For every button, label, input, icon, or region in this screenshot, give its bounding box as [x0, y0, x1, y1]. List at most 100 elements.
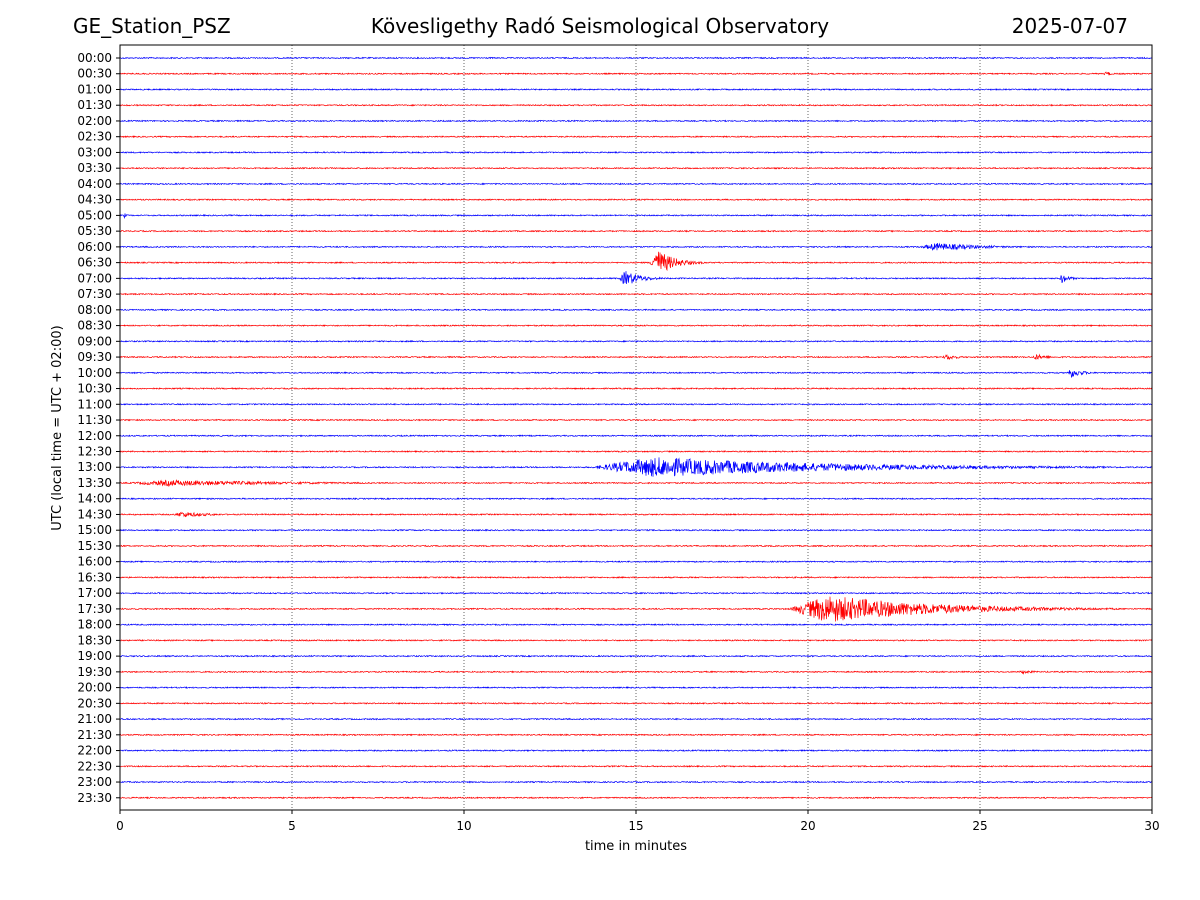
y-tick-label: 19:00 — [77, 649, 112, 663]
x-tick-label: 25 — [972, 819, 987, 833]
trace-0700 — [119, 271, 1153, 285]
y-tick-label: 05:00 — [77, 208, 112, 222]
trace-1800 — [119, 623, 1153, 627]
y-tick-label: 07:00 — [77, 271, 112, 285]
y-axis-label: UTC (local time = UTC + 02:00) — [50, 325, 65, 530]
y-tick-label: 07:30 — [77, 287, 112, 301]
trace-0100 — [119, 88, 1153, 91]
y-tick-label: 01:00 — [77, 82, 112, 96]
trace-0900 — [119, 339, 1153, 343]
y-tick-label: 09:00 — [77, 334, 112, 348]
y-tick-label: 17:30 — [77, 602, 112, 616]
trace-1100 — [119, 402, 1153, 406]
y-tick-label: 01:30 — [77, 98, 112, 112]
y-tick-label: 22:30 — [77, 759, 112, 773]
y-tick-label: 21:30 — [77, 728, 112, 742]
y-tick-label: 20:30 — [77, 696, 112, 710]
trace-1500 — [119, 528, 1153, 532]
y-tick-label: 08:00 — [77, 303, 112, 317]
y-tick-label: 23:00 — [77, 775, 112, 789]
traces — [119, 56, 1153, 800]
y-tick-label: 20:00 — [77, 681, 112, 695]
y-tick-label: 14:30 — [77, 507, 112, 521]
y-tick-label: 18:00 — [77, 618, 112, 632]
x-axis-label: time in minutes — [585, 839, 687, 854]
trace-1400 — [119, 497, 1153, 501]
trace-2030 — [119, 701, 1153, 705]
trace-0730 — [119, 292, 1153, 296]
trace-1600 — [119, 560, 1153, 564]
y-tick-label: 23:30 — [77, 791, 112, 805]
y-tick-label: 11:30 — [77, 413, 112, 427]
y-tick-label: 21:00 — [77, 712, 112, 726]
chart-title: Kövesligethy Radó Seismological Observat… — [370, 14, 830, 38]
trace-1630 — [119, 575, 1153, 579]
station-label: GE_Station_PSZ — [73, 14, 231, 38]
trace-1730 — [120, 596, 1153, 622]
trace-0800 — [119, 308, 1153, 312]
y-tick-label: 15:30 — [77, 539, 112, 553]
trace-0500 — [119, 213, 1153, 219]
trace-1900 — [119, 654, 1153, 658]
trace-0000 — [119, 56, 1153, 60]
y-tick-label: 15:00 — [77, 523, 112, 537]
trace-0430 — [119, 198, 1153, 202]
trace-0300 — [119, 151, 1153, 154]
trace-0400 — [119, 182, 1153, 186]
y-tick-label: 13:00 — [77, 460, 112, 474]
y-tick-label: 00:30 — [77, 67, 112, 81]
x-axis: 0 5 10 15 20 25 30 — [116, 810, 1160, 833]
trace-2100 — [119, 717, 1153, 721]
y-tick-label: 19:30 — [77, 665, 112, 679]
y-tick-label: 06:30 — [77, 256, 112, 270]
trace-0600 — [119, 242, 1153, 251]
y-tick-label: 17:00 — [77, 586, 112, 600]
trace-2000 — [119, 686, 1153, 690]
trace-2300 — [119, 780, 1153, 784]
x-tick-label: 15 — [628, 819, 643, 833]
trace-0530 — [119, 229, 1153, 233]
x-tick-label: 10 — [456, 819, 471, 833]
trace-2200 — [119, 749, 1153, 752]
trace-2130 — [120, 733, 1153, 737]
y-tick-label: 09:30 — [77, 350, 112, 364]
trace-0930 — [119, 353, 1153, 360]
trace-0330 — [119, 166, 1153, 170]
trace-1030 — [119, 387, 1153, 391]
y-tick-label: 16:00 — [77, 555, 112, 569]
x-tick-label: 0 — [116, 819, 124, 833]
trace-1430 — [119, 511, 1153, 518]
y-tick-label: 18:30 — [77, 633, 112, 647]
x-tick-label: 30 — [1144, 819, 1159, 833]
y-tick-label: 03:00 — [77, 145, 112, 159]
y-tick-label: 06:00 — [77, 240, 112, 254]
x-tick-label: 5 — [288, 819, 296, 833]
trace-0630 — [119, 251, 1153, 272]
y-tick-label: 11:00 — [77, 397, 112, 411]
trace-2330 — [119, 796, 1153, 800]
trace-0030 — [119, 71, 1153, 76]
trace-0230 — [119, 135, 1153, 139]
y-tick-label: 16:30 — [77, 570, 112, 584]
x-tick-label: 20 — [800, 819, 815, 833]
y-tick-label: 02:30 — [77, 130, 112, 144]
trace-1830 — [119, 638, 1153, 642]
y-tick-label: 04:30 — [77, 193, 112, 207]
trace-0130 — [119, 103, 1153, 107]
y-tick-label: 08:30 — [77, 319, 112, 333]
trace-1330 — [119, 479, 1153, 488]
y-tick-label: 14:00 — [77, 492, 112, 506]
trace-1300 — [119, 457, 1153, 477]
trace-1230 — [119, 450, 1153, 453]
trace-1700 — [119, 591, 1153, 595]
y-tick-label: 12:30 — [77, 445, 112, 459]
y-tick-label: 10:00 — [77, 366, 112, 380]
trace-1200 — [119, 434, 1153, 438]
y-tick-label: 00:00 — [77, 51, 112, 65]
y-tick-label: 02:00 — [77, 114, 112, 128]
y-tick-label: 05:30 — [77, 224, 112, 238]
trace-0200 — [119, 119, 1153, 123]
trace-2230 — [119, 764, 1153, 768]
